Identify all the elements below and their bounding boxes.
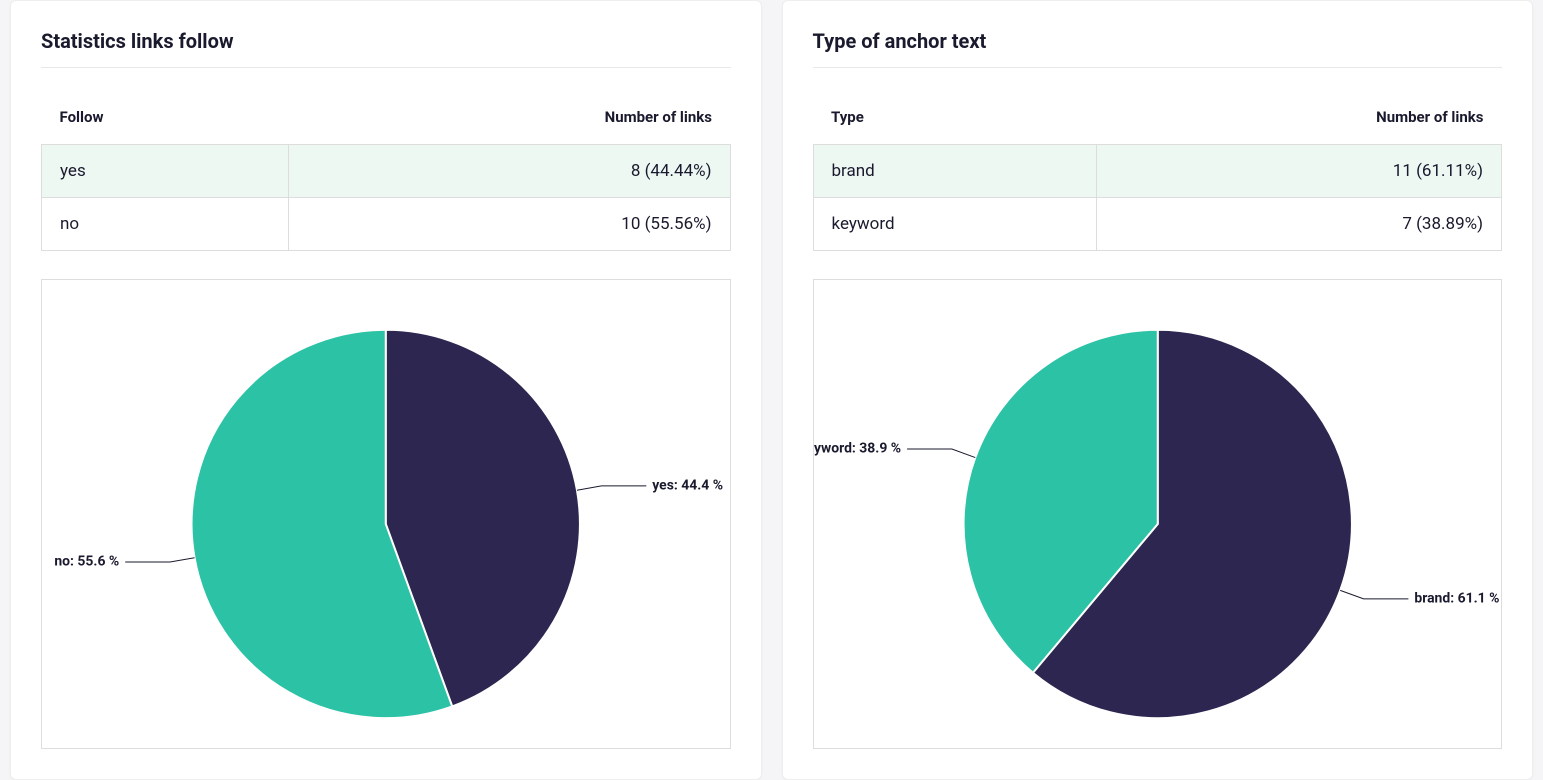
table-row: yes 8 (44.44%) [42, 145, 731, 198]
pie-chart-links-follow: yes: 44.4 % no: 55.6 % [41, 279, 731, 749]
col-header-count: Number of links [1096, 98, 1502, 145]
pie-leader [1340, 590, 1408, 599]
panel-title: Statistics links follow [41, 29, 731, 68]
cell-value: 7 (38.89%) [1096, 198, 1502, 251]
pie-label-brand: brand: 61.1 % [1414, 591, 1499, 607]
table-row: no 10 (55.56%) [42, 198, 731, 251]
pie-chart-anchor-text: brand: 61.1 % keyword: 38.9 % [813, 279, 1503, 749]
panel-title: Type of anchor text [813, 29, 1503, 68]
cell-label: no [42, 198, 289, 251]
table-row: brand 11 (61.11%) [813, 145, 1502, 198]
cell-value: 10 (55.56%) [288, 198, 730, 251]
cell-label: yes [42, 145, 289, 198]
col-header-type: Type [813, 98, 1096, 145]
cell-value: 11 (61.11%) [1096, 145, 1502, 198]
col-header-count: Number of links [288, 98, 730, 145]
cell-label: brand [813, 145, 1096, 198]
pie-svg: yes: 44.4 % no: 55.6 % [42, 280, 730, 748]
pie-leader [577, 486, 646, 490]
table-links-follow: Follow Number of links yes 8 (44.44%) no… [41, 98, 731, 251]
panel-anchor-text: Type of anchor text Type Number of links… [782, 0, 1534, 780]
pie-label-no: no: 55.6 % [54, 554, 119, 570]
panel-links-follow: Statistics links follow Follow Number of… [10, 0, 762, 780]
pie-svg: brand: 61.1 % keyword: 38.9 % [814, 280, 1502, 748]
table-row: keyword 7 (38.89%) [813, 198, 1502, 251]
cell-label: keyword [813, 198, 1096, 251]
pie-label-keyword: keyword: 38.9 % [814, 441, 901, 457]
table-anchor-text: Type Number of links brand 11 (61.11%) k… [813, 98, 1503, 251]
cell-value: 8 (44.44%) [288, 145, 730, 198]
pie-label-yes: yes: 44.4 % [652, 478, 723, 494]
col-header-follow: Follow [42, 98, 289, 145]
pie-leader [125, 558, 194, 562]
pie-leader [907, 449, 975, 458]
